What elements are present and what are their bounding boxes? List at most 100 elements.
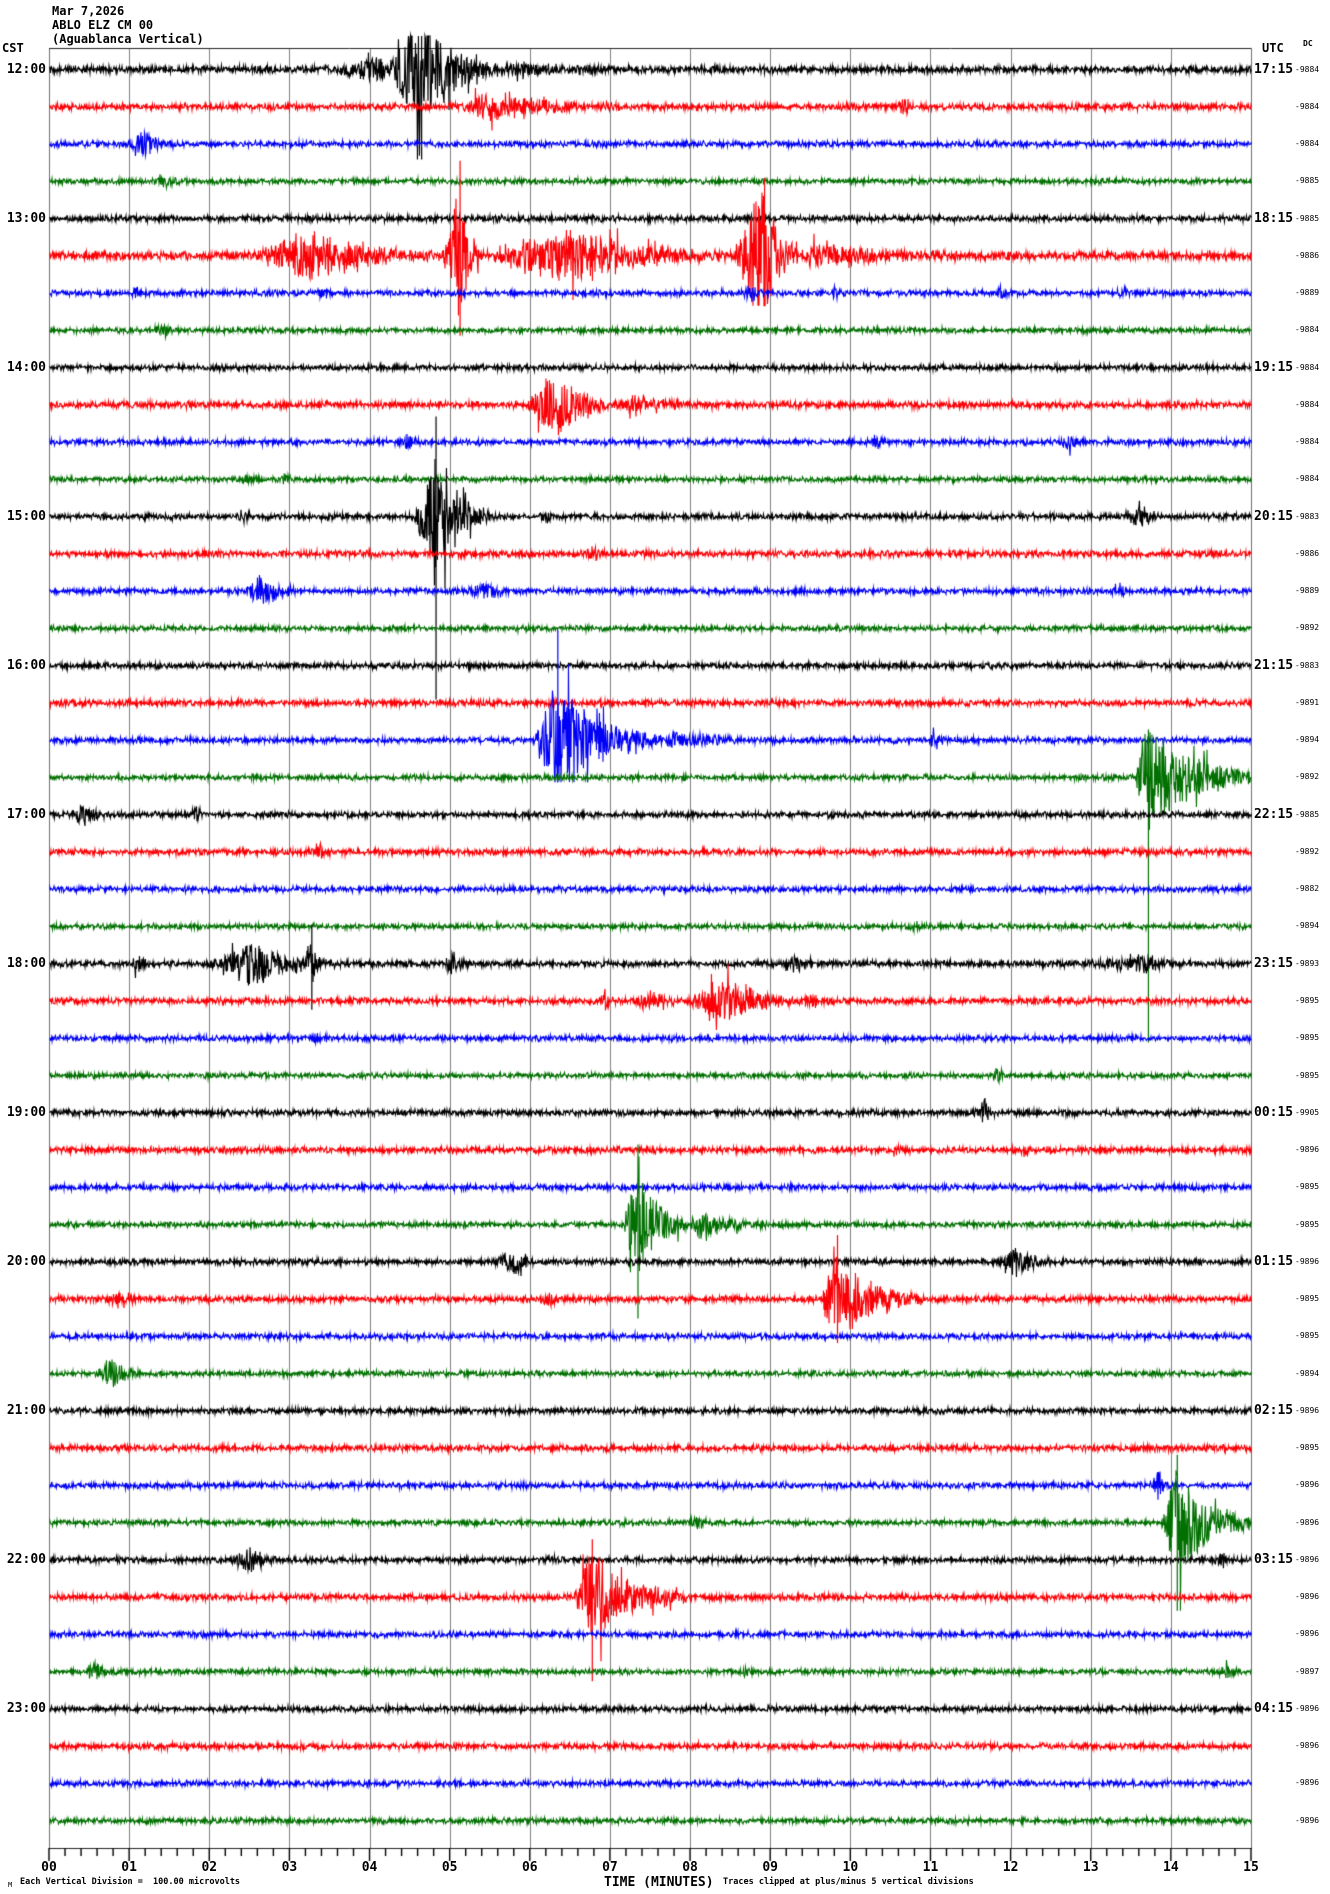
dc-value: -9884 — [1295, 325, 1320, 335]
x-axis-tick-label: 12 — [1002, 1860, 1019, 1875]
right-timezone-label: UTC — [1262, 41, 1284, 55]
dc-value: -9892 — [1295, 846, 1320, 856]
dc-column-label: DC — [1303, 39, 1313, 48]
x-axis-tick-label: 14 — [1163, 1860, 1179, 1875]
dc-value: -9896 — [1295, 1480, 1320, 1490]
dc-value: -9884 — [1295, 437, 1320, 447]
dc-value: -9896 — [1295, 1256, 1320, 1266]
x-axis-tick-label: 03 — [281, 1860, 298, 1875]
cst-time-label: 21:00 — [6, 1402, 46, 1418]
dc-value: -9892 — [1295, 623, 1320, 633]
dc-value: -9882 — [1295, 884, 1320, 894]
dc-value: -9905 — [1295, 1107, 1320, 1117]
utc-time-label: 02:15 — [1254, 1402, 1294, 1418]
dc-value: -9895 — [1295, 1033, 1320, 1043]
dc-value: -9896 — [1295, 1517, 1320, 1527]
dc-value: -9884 — [1295, 399, 1320, 409]
utc-time-label: 21:15 — [1254, 657, 1294, 673]
dc-value: -9889 — [1295, 288, 1320, 298]
utc-time-label: 17:15 — [1254, 61, 1294, 77]
dc-value: -9893 — [1295, 958, 1320, 968]
dc-value: -9886 — [1295, 250, 1320, 260]
utc-time-label: 19:15 — [1254, 359, 1294, 375]
dc-value: -9896 — [1295, 1145, 1320, 1155]
utc-time-label: 22:15 — [1254, 806, 1294, 822]
dc-value: -9883 — [1295, 660, 1320, 670]
x-axis-tick-label: 04 — [361, 1860, 378, 1875]
dc-value: -9885 — [1295, 176, 1320, 186]
cst-time-label: 18:00 — [6, 955, 46, 971]
dc-value: -9884 — [1295, 139, 1320, 149]
x-axis-tick-label: 05 — [441, 1860, 458, 1875]
dc-value: -9883 — [1295, 511, 1320, 521]
x-axis-title: TIME (MINUTES) — [604, 1875, 714, 1890]
dc-value: -9885 — [1295, 213, 1320, 223]
x-axis-tick-label: 00 — [41, 1860, 57, 1875]
dc-value: -9895 — [1295, 1182, 1320, 1192]
dc-value: -9896 — [1295, 1815, 1320, 1825]
dc-value: -9895 — [1295, 996, 1320, 1005]
dc-value: -9895 — [1295, 1294, 1320, 1304]
dc-value: -9894 — [1295, 1368, 1320, 1378]
dc-value: -9886 — [1295, 548, 1320, 558]
dc-value: -9895 — [1295, 1219, 1320, 1229]
cst-time-label: 19:00 — [6, 1104, 46, 1120]
header-subtitle: (Aguablanca Vertical) — [52, 32, 204, 46]
x-axis-tick-label: 07 — [602, 1860, 618, 1875]
left-timezone-label: CST — [2, 41, 24, 55]
watermark-glyph: M — [8, 1881, 13, 1889]
cst-time-label: 12:00 — [6, 61, 46, 77]
dc-value: -9895 — [1295, 1331, 1320, 1341]
dc-value: -9895 — [1295, 1443, 1320, 1453]
dc-value: -9896 — [1295, 1703, 1320, 1713]
dc-value: -9891 — [1295, 697, 1320, 707]
x-axis-tick-label: 01 — [121, 1860, 137, 1875]
dc-value: -9896 — [1295, 1741, 1320, 1751]
dc-value: -9896 — [1295, 1778, 1320, 1788]
cst-time-label: 14:00 — [6, 359, 46, 375]
x-axis-tick-label: 08 — [682, 1860, 698, 1875]
dc-value: -9884 — [1295, 474, 1320, 484]
x-axis-tick-label: 10 — [842, 1860, 859, 1875]
header-date: Mar 7,2026 — [52, 4, 125, 18]
utc-time-label: 01:15 — [1254, 1253, 1294, 1269]
utc-time-label: 00:15 — [1254, 1104, 1294, 1120]
cst-time-label: 22:00 — [6, 1551, 46, 1567]
utc-time-label: 23:15 — [1254, 955, 1294, 971]
dc-value: -9896 — [1295, 1629, 1320, 1639]
dc-value: -9896 — [1295, 1554, 1320, 1564]
x-axis-tick-label: 02 — [201, 1860, 218, 1875]
footer-scale-note: Each Vertical Division = 100.00 microvol… — [20, 1877, 241, 1887]
dc-value: -9889 — [1295, 586, 1320, 596]
utc-time-label: 18:15 — [1254, 210, 1294, 226]
header-station: ABLO ELZ CM 00 — [52, 18, 154, 32]
cst-time-label: 13:00 — [6, 210, 46, 226]
dc-value: -9894 — [1295, 735, 1320, 745]
dc-value: -9895 — [1295, 1070, 1320, 1080]
x-axis-tick-label: 15 — [1243, 1860, 1259, 1875]
x-axis-tick-label: 06 — [521, 1860, 538, 1875]
utc-time-label: 03:15 — [1254, 1551, 1294, 1567]
cst-time-label: 23:00 — [6, 1700, 46, 1716]
dc-value: -9885 — [1295, 809, 1320, 819]
cst-time-label: 20:00 — [6, 1253, 46, 1269]
utc-time-label: 20:15 — [1254, 508, 1294, 524]
cst-time-label: 16:00 — [6, 657, 46, 673]
dc-value: -9896 — [1295, 1405, 1320, 1415]
dc-value: -9884 — [1295, 101, 1320, 111]
footer-clip-note: Traces clipped at plus/minus 5 vertical … — [723, 1877, 974, 1887]
dc-value: -9896 — [1295, 1592, 1320, 1602]
dc-value: -9884 — [1295, 64, 1320, 74]
dc-value: -9894 — [1295, 921, 1320, 931]
cst-time-label: 17:00 — [6, 806, 46, 822]
x-axis-tick-label: 09 — [762, 1860, 779, 1875]
x-axis-tick-label: 13 — [1082, 1860, 1099, 1875]
dc-value: -9897 — [1295, 1666, 1320, 1676]
dc-value: -9884 — [1295, 362, 1320, 372]
cst-time-label: 15:00 — [6, 508, 46, 524]
x-axis-tick-label: 11 — [922, 1860, 939, 1875]
dc-value: -9892 — [1295, 772, 1320, 782]
utc-time-label: 04:15 — [1254, 1700, 1294, 1716]
